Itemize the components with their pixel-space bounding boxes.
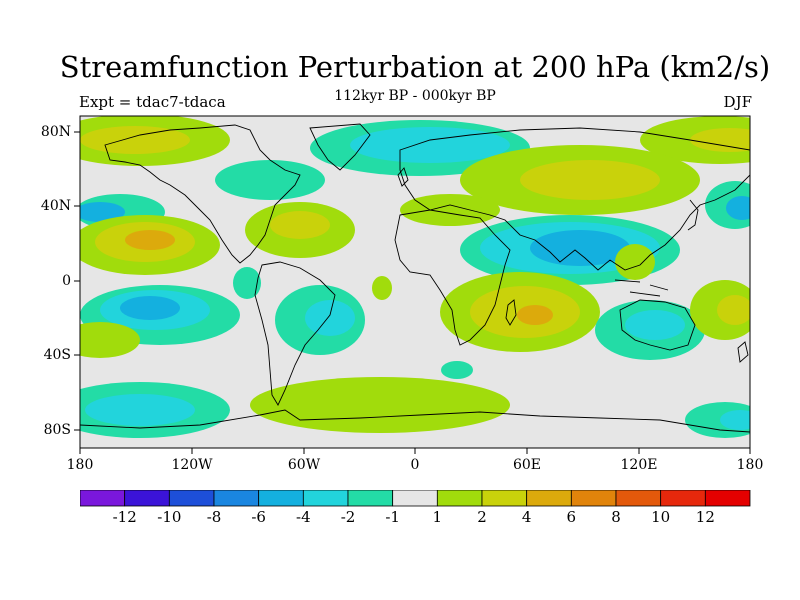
coast-indonesia: [614, 279, 669, 297]
colorbar-label: 6: [566, 508, 577, 526]
colorbar: [80, 490, 751, 507]
colorbar-swatch: [213, 490, 260, 507]
colorbar-swatch: [392, 490, 438, 507]
coast-greenland: [309, 123, 371, 171]
colorbar-label: -4: [296, 508, 311, 526]
lon-label: 60W: [287, 457, 321, 473]
contour-negative: [80, 202, 125, 222]
colorbar-label: 8: [611, 508, 621, 526]
lon-label: 120E: [620, 457, 658, 473]
coast-new-zealand: [737, 341, 749, 363]
contour-negative: [726, 196, 750, 220]
colorbar-label: -10: [157, 508, 182, 526]
colorbar-swatch: [258, 490, 304, 507]
coast-antarctica: [80, 409, 750, 433]
colorbar-swatch: [481, 490, 528, 507]
lat-label: 40N: [40, 198, 71, 214]
contour-negative: [233, 267, 261, 299]
contour-positive: [270, 211, 330, 239]
colorbar-label: 2: [477, 508, 487, 526]
lon-label: 60E: [512, 457, 542, 473]
contour-negative: [215, 160, 325, 200]
lon-label: 0: [410, 457, 420, 473]
colorbar-swatch: [80, 490, 126, 507]
lat-label: 40S: [43, 347, 71, 363]
coast-africa: [394, 209, 511, 346]
contour-positive: [400, 194, 500, 226]
colorbar-label: 1: [432, 508, 443, 526]
colorbar-label: -12: [112, 508, 137, 526]
lat-label: 0: [62, 273, 71, 289]
coast-australia: [619, 299, 696, 351]
colorbar-swatch: [124, 490, 170, 507]
lon-label: 120W: [171, 457, 213, 473]
colorbar-swatch: [704, 490, 751, 507]
coastlines: [80, 123, 750, 433]
colorbar-swatch: [168, 490, 215, 507]
contour-positive: [250, 377, 510, 433]
lat-label: 80S: [43, 422, 71, 438]
colorbar-swatch: [302, 490, 349, 507]
contour-negative: [120, 296, 180, 320]
colorbar-swatch: [570, 490, 617, 507]
lon-label: 180: [66, 457, 94, 473]
contour-negative: [350, 127, 510, 163]
experiment-label: Expt = tdac7-tdaca: [79, 93, 226, 111]
contour-positive: [615, 244, 655, 280]
chart-title: Streamfunction Perturbation at 200 hPa (…: [59, 50, 771, 84]
contour-negative: [441, 361, 473, 379]
coast-south-america: [254, 261, 336, 406]
colorbar-swatch: [615, 490, 662, 507]
coast-madagascar: [505, 299, 517, 326]
colorbar-swatch: [660, 490, 706, 507]
colorbar-swatch: [526, 490, 572, 507]
coast-north-america: [104, 124, 301, 264]
chart-subtitle: 112kyr BP - 000kyr BP: [334, 88, 496, 104]
lon-label: 180: [736, 457, 764, 473]
coast-eurasia: [399, 127, 750, 271]
colorbar-label: -8: [206, 508, 222, 526]
axis-ticks: [74, 131, 751, 454]
colorbar-label: 10: [651, 508, 671, 526]
contour-negative: [305, 300, 355, 336]
lat-label: 80N: [40, 124, 71, 140]
coast-british-isles: [397, 167, 409, 187]
colorbar-swatch: [347, 490, 394, 507]
contour-negative: [720, 410, 750, 430]
colorbar-label: -2: [340, 508, 356, 526]
contour-negative: [625, 310, 685, 340]
contour-positive: [80, 322, 140, 358]
colorbar-label: 12: [695, 508, 715, 526]
contour-positive: [717, 295, 750, 325]
contour-positive: [517, 305, 553, 325]
colorbar-label: -6: [251, 508, 266, 526]
contour-positive: [372, 276, 392, 300]
colorbar-label: 4: [521, 508, 532, 526]
contour-positive: [690, 128, 750, 152]
contour-positive: [80, 126, 190, 154]
contour-negative: [85, 394, 195, 426]
colorbar-label: -1: [385, 508, 400, 526]
contour-fields: [80, 116, 750, 438]
contour-positive: [520, 160, 660, 200]
season-label: DJF: [723, 93, 752, 111]
contour-positive: [125, 230, 175, 250]
coast-japan: [687, 199, 699, 231]
colorbar-swatch: [436, 490, 483, 507]
